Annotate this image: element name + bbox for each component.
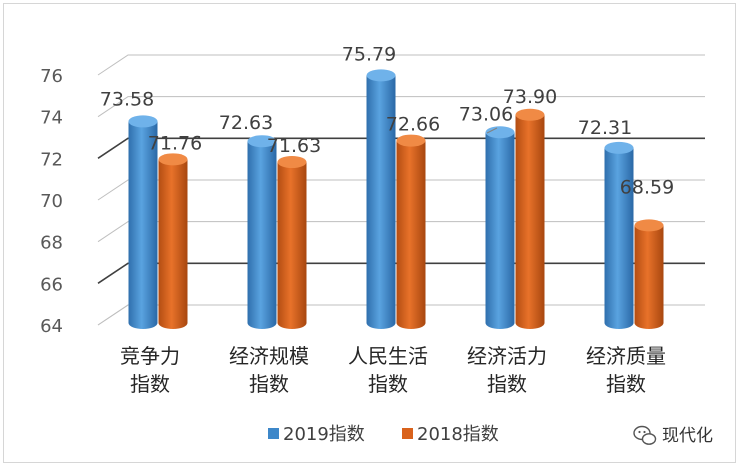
legend: 2019指数 2018指数 (268, 424, 499, 445)
y-tick-label: 76 (40, 66, 63, 87)
category-label: 指数 (368, 372, 408, 396)
legend-swatch (402, 428, 413, 439)
data-label: 73.90 (503, 86, 557, 108)
bar (366, 75, 396, 329)
bar (247, 141, 277, 329)
gridline (97, 96, 705, 118)
category-label: 指数 (606, 372, 646, 396)
category-label: 人民生活 (348, 344, 428, 368)
data-label: 71.63 (267, 135, 321, 157)
category-label: 经济活力 (467, 344, 547, 368)
bar (634, 225, 664, 329)
bar (396, 140, 426, 329)
y-tick-label: 68 (40, 233, 63, 254)
bar-top (485, 126, 515, 139)
legend-label: 2018指数 (417, 424, 499, 445)
bar-top (634, 219, 664, 232)
category-label: 指数 (249, 372, 289, 396)
data-label: 75.79 (342, 43, 396, 65)
watermark-text: 现代化 (662, 426, 713, 446)
data-label: 68.59 (620, 176, 674, 198)
bar (485, 132, 515, 329)
category-label: 指数 (130, 372, 170, 396)
bar-top (158, 153, 188, 166)
chart-frame (3, 3, 736, 463)
bar-top (396, 134, 426, 147)
legend-swatch (268, 428, 279, 439)
category-label: 指数 (487, 372, 527, 396)
category-label: 经济规模 (229, 344, 309, 368)
bar (277, 162, 307, 329)
data-label: 73.58 (100, 88, 154, 110)
wechat-icon (633, 425, 657, 445)
bar-top (515, 108, 545, 121)
bar-top (366, 69, 396, 82)
leader-line (486, 127, 498, 134)
bar-top (128, 115, 158, 128)
y-tick-label: 74 (40, 108, 63, 129)
bar (128, 121, 158, 330)
bar (515, 114, 545, 329)
data-label: 71.76 (148, 132, 202, 154)
y-tick-label: 72 (40, 149, 63, 170)
category-label: 经济质量 (586, 344, 666, 368)
y-tick-label: 70 (40, 191, 63, 212)
y-tick-label: 66 (40, 274, 63, 295)
data-label: 72.31 (578, 117, 632, 139)
y-tick-label: 64 (40, 316, 63, 337)
bar-top (247, 135, 277, 148)
bar-top (277, 156, 307, 169)
data-label: 72.63 (219, 112, 273, 134)
bars (128, 69, 664, 330)
data-label: 72.66 (386, 114, 440, 136)
watermark: 现代化 (633, 425, 713, 446)
bar (604, 147, 634, 329)
bar-top (604, 141, 634, 154)
category-label: 竞争力 (120, 344, 180, 368)
bar (158, 159, 188, 329)
gridline (97, 54, 705, 76)
data-label: 73.06 (459, 103, 513, 125)
legend-label: 2019指数 (283, 424, 365, 445)
y-axis-ticks: 64 66 68 70 72 74 76 (40, 66, 63, 337)
